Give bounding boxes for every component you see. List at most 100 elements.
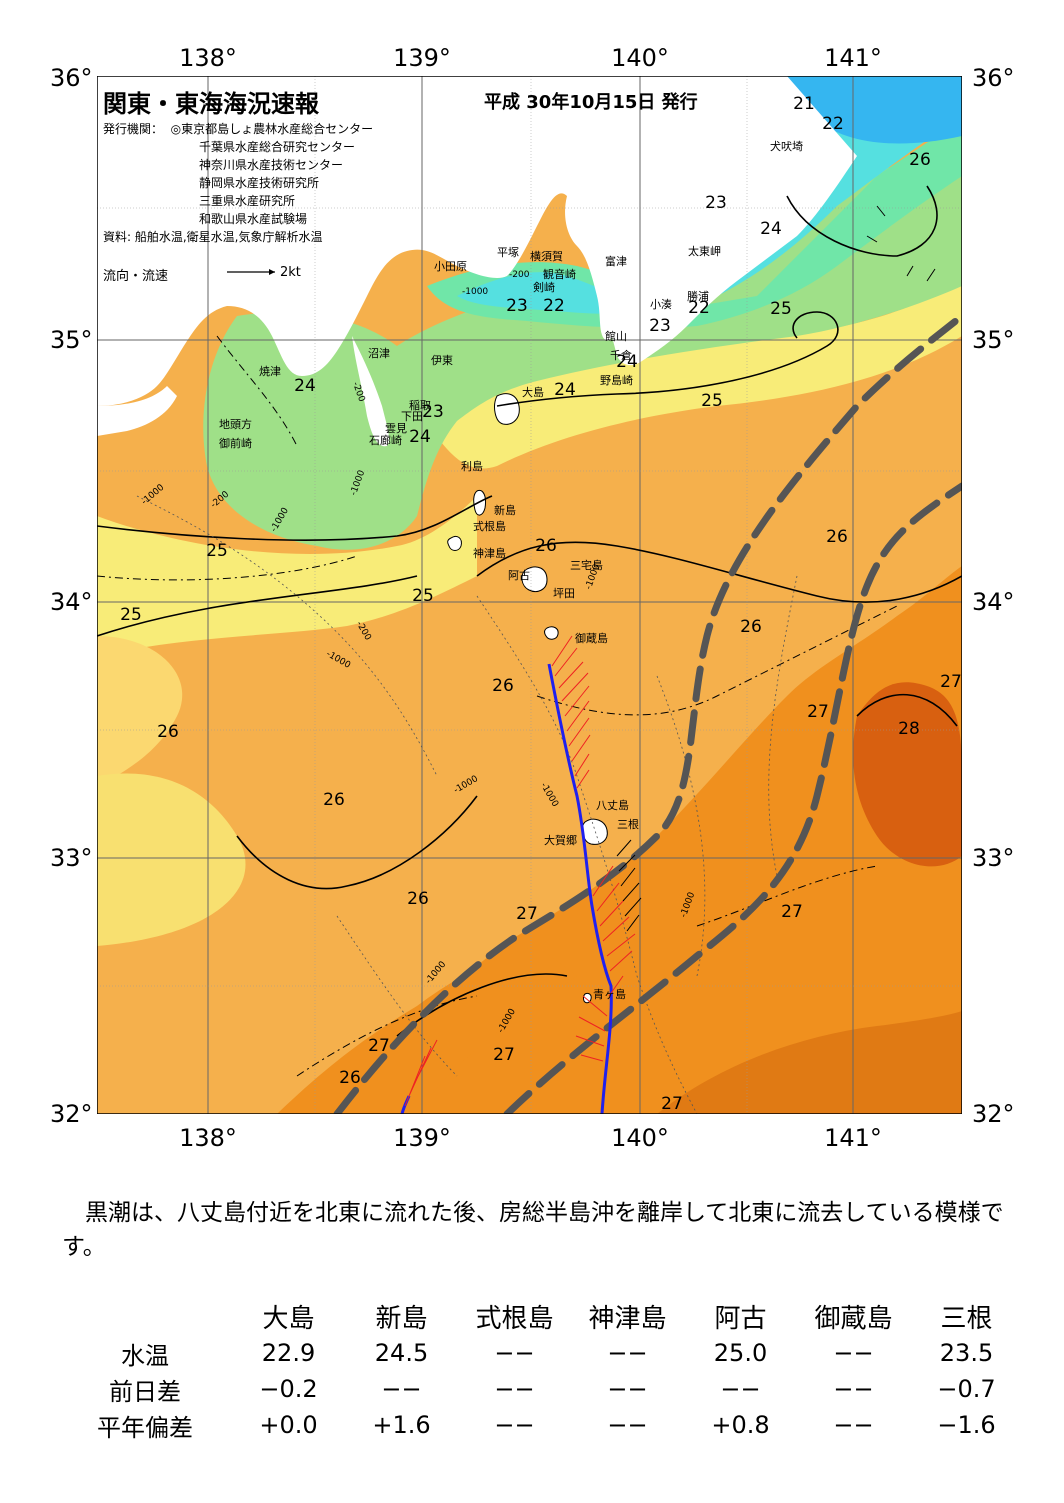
depth-label: -200	[509, 270, 530, 280]
isotherm-label: 26	[535, 536, 557, 556]
isotherm-label: 26	[740, 617, 762, 637]
column-header: 新島	[375, 1304, 428, 1334]
publisher-block: 発行機関： ◎東京都島しょ農林水産総合センター 千葉県水産総合研究センター 神奈…	[103, 120, 373, 246]
isotherm-label: 23	[705, 193, 727, 213]
flow-legend-scale: 2kt	[280, 265, 301, 280]
table-cell: −−	[833, 1411, 874, 1439]
island-temperature-table: 大島 新島 式根島 神津島 阿古 御蔵島 三根 水温 22.9 24.5 −− …	[58, 1298, 1023, 1443]
table-cell: 25.0	[713, 1339, 768, 1367]
island-mikura	[544, 626, 559, 640]
isotherm-label: 22	[688, 298, 710, 318]
place-label: 横須賀	[530, 250, 563, 263]
table-corner	[58, 1298, 232, 1335]
lon-label-top-141: 141°	[824, 44, 882, 72]
isotherm-label: 24	[616, 352, 638, 372]
publisher-6: 和歌山県水産試験場	[199, 212, 308, 226]
table-cell: −−	[833, 1375, 874, 1403]
lat-label-left-33: 33°	[50, 844, 93, 872]
isotherm-label: 27	[368, 1036, 390, 1056]
isotherm-label: 27	[661, 1094, 683, 1114]
place-label: 富津	[605, 255, 627, 268]
table-cell: −−	[494, 1375, 535, 1403]
place-label: 御蔵島	[575, 632, 608, 645]
place-label: 阿古	[508, 569, 530, 582]
isotherm-label: 26	[407, 889, 429, 909]
place-label: 伊東	[431, 354, 453, 367]
temp-field-25-north	[417, 276, 962, 469]
isotherm-label: 24	[554, 380, 576, 400]
publisher-1: ◎東京都島しょ農林水産総合センター	[170, 122, 374, 136]
table-cell: −−	[494, 1411, 535, 1439]
lat-label-right-35: 35°	[972, 326, 1015, 354]
data-source: 資料: 船舶水温,衛星水温,気象庁解析水温	[103, 230, 323, 244]
flow-legend-label: 流向・流速	[103, 269, 169, 284]
lat-label-left-34: 34°	[50, 588, 93, 616]
publisher-5: 三重県水産研究所	[199, 194, 296, 208]
issue-date: 平成 30年10月15日 発行	[484, 92, 698, 113]
place-label: 平塚	[497, 246, 519, 259]
column-header: 御蔵島	[814, 1304, 893, 1334]
table-cell: −1.6	[937, 1411, 996, 1439]
publisher-2: 千葉県水産総合研究センター	[199, 140, 356, 154]
depth-label: -1000	[462, 287, 489, 297]
current-vectors	[404, 635, 636, 1107]
kuroshio-axes	[333, 312, 962, 1114]
row-header: 水温	[121, 1341, 169, 1370]
isotherm-label: 28	[898, 719, 920, 739]
kuroshio-axis-1	[333, 312, 962, 1114]
isotherm-label: 25	[206, 541, 228, 561]
map-title: 関東・東海海況速報	[103, 90, 319, 118]
place-label: 千倉	[610, 349, 632, 362]
place-label: 小田原	[434, 260, 467, 273]
lon-label-bottom-141: 141°	[824, 1124, 882, 1152]
graticule-minor	[97, 76, 962, 1114]
isotherm-label: 24	[294, 376, 316, 396]
table-cell: −0.7	[937, 1375, 996, 1403]
place-label: 小湊	[650, 298, 672, 311]
column-header: 阿古	[714, 1304, 767, 1334]
kuroshio-axis-2	[503, 482, 962, 1114]
lat-label-right-32: 32°	[972, 1100, 1015, 1128]
lon-label-top-139: 139°	[393, 44, 451, 72]
column-header: 三根	[940, 1304, 993, 1334]
table-cell: −−	[381, 1375, 422, 1403]
row-header: 平年偏差	[97, 1413, 193, 1442]
place-label: 青ヶ島	[593, 988, 626, 1001]
place-label: 八丈島	[596, 799, 629, 812]
current-vectors-black	[616, 205, 936, 932]
island-kozushima	[447, 535, 462, 551]
table-cell: −0.2	[259, 1375, 318, 1403]
column-header: 大島	[262, 1304, 315, 1334]
isotherm-label: 26	[492, 676, 514, 696]
temp-field-25-west	[97, 496, 477, 656]
table-cell: +0.8	[711, 1411, 770, 1439]
place-label: 野島崎	[600, 374, 633, 387]
place-label: 勝浦	[687, 290, 709, 303]
place-label: 大島	[522, 386, 544, 399]
place-label: 御前崎	[219, 437, 252, 450]
isotherms	[97, 185, 962, 1037]
graticule	[97, 76, 962, 1114]
isotherm-label: 22	[543, 296, 565, 316]
ship-track	[547, 663, 613, 1114]
island-hachijo	[581, 818, 608, 845]
place-label: 大賀郷	[544, 834, 577, 847]
place-label: 神津島	[473, 547, 506, 560]
temp-field-26-west	[97, 636, 183, 786]
depth-contours	[136, 495, 798, 1114]
place-label: 三宅島	[570, 559, 603, 572]
isotherm-label: 25	[701, 391, 723, 411]
isotherm-label: 21	[793, 94, 815, 114]
lon-label-bottom-139: 139°	[393, 1124, 451, 1152]
place-label: 犬吠埼	[770, 140, 803, 153]
isotherm-label: 26	[826, 527, 848, 547]
isotherm-label: 26	[323, 790, 345, 810]
table-header-row: 大島 新島 式根島 神津島 阿古 御蔵島 三根	[58, 1298, 1023, 1335]
place-label: 剣崎	[533, 281, 555, 294]
isotherm-label: 25	[770, 299, 792, 319]
table-cell: −−	[607, 1411, 648, 1439]
lat-label-left-32: 32°	[50, 1100, 93, 1128]
publisher-label: 発行機関：	[103, 122, 164, 136]
isotherm-label: 26	[157, 722, 179, 742]
island-aogashima	[582, 992, 592, 1004]
